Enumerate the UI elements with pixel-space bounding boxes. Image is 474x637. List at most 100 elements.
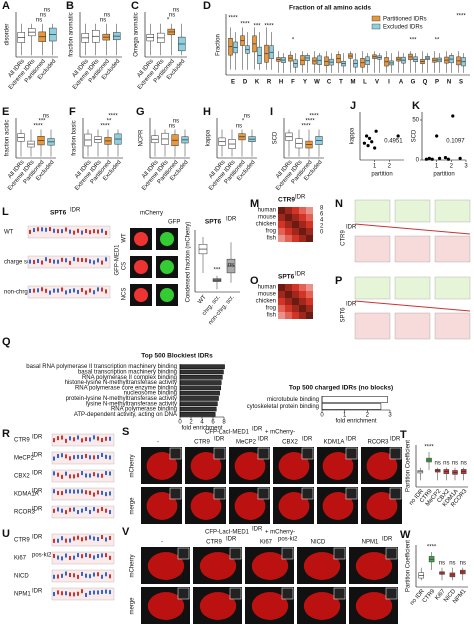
alignment	[394, 235, 431, 263]
panel-letter: Q	[2, 336, 11, 348]
charge-bar	[29, 288, 31, 293]
charge-bar	[77, 435, 79, 440]
charge-bar	[73, 230, 75, 235]
charge-bar	[53, 489, 55, 494]
charge-bar	[97, 490, 99, 495]
residue: M	[351, 80, 356, 86]
charge-bar	[85, 536, 87, 541]
title: CTR9	[341, 230, 347, 246]
charge-bar	[37, 227, 39, 232]
charge-bar	[57, 453, 59, 458]
heat-cell	[299, 298, 306, 305]
row-label: mouse	[258, 292, 277, 298]
charge-bar	[101, 453, 103, 458]
charge-bar	[57, 538, 59, 543]
panel-letter: O	[250, 275, 259, 287]
nucleus	[147, 592, 185, 620]
superscript: IDR	[214, 437, 225, 443]
annotation: 0.1097	[446, 138, 465, 144]
charge-bar	[85, 490, 87, 495]
nucleus	[134, 232, 148, 246]
charge-bar	[65, 258, 67, 263]
charge-bar	[93, 555, 95, 560]
title: SPT6	[341, 307, 347, 323]
row-label: KDMA1A	[14, 492, 39, 498]
significance: ***	[213, 268, 221, 274]
heat-cell	[306, 228, 313, 235]
axis-label: fraction acidic	[5, 120, 11, 157]
charge-bar	[105, 257, 107, 262]
row-label: fish	[267, 236, 276, 242]
heat-cell	[306, 291, 313, 298]
charge-bar	[97, 473, 99, 478]
column-label: MeCP2	[236, 440, 257, 446]
legend-label: Partitioned IDRs	[383, 17, 427, 23]
panel-letter: G	[136, 106, 145, 118]
charge-bar	[37, 288, 39, 293]
inset	[385, 547, 398, 560]
significance: ns	[443, 461, 449, 467]
heat-cell	[285, 312, 292, 319]
row-label: chicken	[256, 222, 276, 228]
charge-bar	[101, 490, 103, 495]
point	[458, 156, 462, 160]
charge-bar	[101, 553, 103, 558]
nucleus	[355, 592, 393, 620]
nucleus	[199, 592, 237, 620]
significance: ns	[228, 263, 234, 269]
charge-bar	[53, 438, 55, 443]
heat-cell	[278, 214, 285, 221]
heat-cell	[278, 284, 285, 291]
charge-bar	[77, 228, 79, 233]
x-tick-label: 3	[464, 164, 468, 170]
significance: *	[167, 18, 170, 24]
charge-bar	[37, 259, 39, 264]
connector	[354, 300, 471, 312]
row-label: RCOR3	[14, 510, 36, 516]
significance: ns	[100, 18, 106, 24]
column-label: KDM1A	[324, 440, 345, 446]
panel-letter: T	[400, 429, 407, 441]
bar	[179, 406, 217, 412]
charge-bar	[65, 227, 67, 232]
charge-bar	[77, 473, 79, 478]
heat-cell	[292, 214, 299, 221]
charge-bar	[109, 455, 111, 460]
charge-bar	[81, 287, 83, 292]
row-label: merge	[130, 597, 136, 615]
alignment	[354, 312, 391, 340]
column-label: mCherry	[140, 211, 163, 217]
nucleus	[322, 452, 354, 480]
charge-bar	[57, 574, 59, 579]
heat-cell	[292, 298, 299, 305]
charge-bar	[57, 472, 59, 477]
inset	[333, 547, 346, 560]
charge-bar	[73, 455, 75, 460]
inset	[229, 547, 242, 560]
inset	[169, 447, 182, 460]
axis-label: fold enrichment	[181, 426, 222, 432]
y-tick-label: RNA polymerase II complex binding	[82, 375, 177, 381]
charge-bar	[69, 229, 71, 234]
charge-bar	[65, 454, 67, 459]
bar	[321, 396, 388, 403]
superscript: pos-ki2	[278, 537, 298, 543]
inset	[177, 587, 190, 600]
charge-bar	[77, 553, 79, 558]
charge-bar	[65, 471, 67, 476]
column-label: -	[157, 440, 159, 446]
charge-bar	[69, 260, 71, 265]
axis-label: disorder	[5, 24, 11, 46]
axis-label: kappa	[350, 127, 356, 144]
title: CFP-LacI-MED1	[205, 430, 250, 436]
charge-bar	[53, 471, 55, 476]
significance: ns	[244, 114, 250, 120]
charge-bar	[61, 591, 63, 596]
nucleus	[355, 552, 393, 580]
panel-letter: H	[203, 106, 211, 118]
row-label: charge scr.	[4, 260, 34, 266]
charge-bar	[81, 230, 83, 235]
charge-bar	[93, 536, 95, 541]
residue: F	[291, 80, 295, 86]
x-tick-label: 8	[222, 420, 226, 426]
